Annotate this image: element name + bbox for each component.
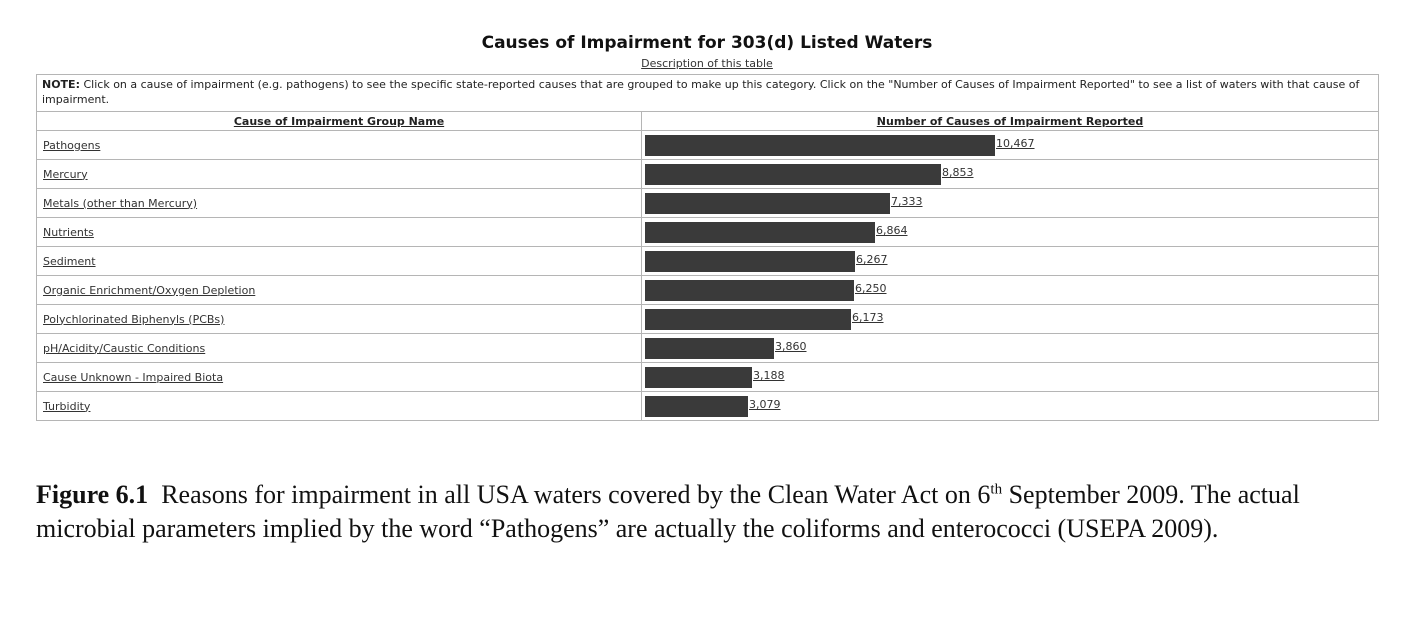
note-cell: NOTE: Click on a cause of impairment (e.… — [36, 74, 1379, 112]
table-row: pH/Acidity/Caustic Conditions 3,860 — [36, 333, 1379, 363]
count-bar-cell: 8,853 — [641, 159, 1379, 189]
table-row: Cause Unknown - Impaired Biota 3,188 — [36, 362, 1379, 392]
cause-name-cell: Cause Unknown - Impaired Biota — [36, 362, 642, 392]
cause-name-link[interactable]: Sediment — [43, 254, 96, 268]
count-bar — [645, 251, 855, 272]
count-value-link[interactable]: 3,188 — [753, 369, 785, 382]
count-value-link[interactable]: 10,467 — [996, 137, 1035, 150]
note-label: NOTE: — [42, 78, 80, 91]
impairment-table: NOTE: Click on a cause of impairment (e.… — [36, 74, 1379, 421]
column-header-count[interactable]: Number of Causes of Impairment Reported — [641, 111, 1379, 131]
table-row: Polychlorinated Biphenyls (PCBs) 6,173 — [36, 304, 1379, 334]
table-row: Organic Enrichment/Oxygen Depletion 6,250 — [36, 275, 1379, 305]
cause-name-cell: Turbidity — [36, 391, 642, 421]
count-bar — [645, 338, 774, 359]
cause-name-link[interactable]: Cause Unknown - Impaired Biota — [43, 370, 224, 384]
cause-name-cell: Pathogens — [36, 130, 642, 160]
count-value-link[interactable]: 3,860 — [775, 340, 807, 353]
cause-name-cell: Organic Enrichment/Oxygen Depletion — [36, 275, 642, 305]
count-value-link[interactable]: 7,333 — [891, 195, 923, 208]
caption-text-part1: Reasons for impairment in all USA waters… — [161, 480, 991, 509]
cause-name-link[interactable]: Polychlorinated Biphenyls (PCBs) — [43, 312, 225, 326]
count-bar-cell: 6,267 — [641, 246, 1379, 276]
count-bar — [645, 193, 890, 214]
table-row: Metals (other than Mercury) 7,333 — [36, 188, 1379, 218]
count-value-link[interactable]: 3,079 — [749, 398, 781, 411]
count-bar-cell: 3,188 — [641, 362, 1379, 392]
table-row: Mercury 8,853 — [36, 159, 1379, 189]
cause-name-link[interactable]: Mercury — [43, 167, 88, 181]
cause-name-link[interactable]: pH/Acidity/Caustic Conditions — [43, 341, 206, 355]
cause-name-link[interactable]: Nutrients — [43, 225, 94, 239]
cause-name-cell: Sediment — [36, 246, 642, 276]
count-value-link[interactable]: 6,267 — [856, 253, 888, 266]
cause-name-cell: Nutrients — [36, 217, 642, 247]
table-row: Pathogens 10,467 — [36, 130, 1379, 160]
cause-name-link[interactable]: Metals (other than Mercury) — [43, 196, 198, 210]
cause-name-cell: Polychlorinated Biphenyls (PCBs) — [36, 304, 642, 334]
count-bar-cell: 6,173 — [641, 304, 1379, 334]
table-row: Turbidity 3,079 — [36, 391, 1379, 421]
count-bar — [645, 367, 752, 388]
table-body: Pathogens 10,467 Mercury 8,853 Metals (other… — [36, 130, 1379, 421]
count-bar — [645, 309, 851, 330]
count-bar — [645, 396, 748, 417]
count-value-link[interactable]: 8,853 — [942, 166, 974, 179]
note-text: Click on a cause of impairment (e.g. pat… — [42, 78, 1360, 106]
cause-name-cell: Metals (other than Mercury) — [36, 188, 642, 218]
count-bar-cell: 3,079 — [641, 391, 1379, 421]
count-bar-cell: 6,864 — [641, 217, 1379, 247]
count-bar-cell: 7,333 — [641, 188, 1379, 218]
table-title: Causes of Impairment for 303(d) Listed W… — [481, 33, 933, 53]
cause-name-cell: pH/Acidity/Caustic Conditions — [36, 333, 642, 363]
impairment-table-panel: Causes of Impairment for 303(d) Listed W… — [36, 30, 1379, 421]
table-row: Nutrients 6,864 — [36, 217, 1379, 247]
cause-name-link[interactable]: Pathogens — [43, 138, 101, 152]
cause-name-cell: Mercury — [36, 159, 642, 189]
count-value-link[interactable]: 6,864 — [876, 224, 908, 237]
caption-superscript: th — [990, 481, 1003, 498]
cause-name-link[interactable]: Organic Enrichment/Oxygen Depletion — [43, 283, 256, 297]
count-bar — [645, 280, 854, 301]
caption-text-part2: September 2009. The actual microbial par… — [36, 480, 1300, 543]
column-header-cause-name[interactable]: Cause of Impairment Group Name — [36, 111, 642, 131]
table-row: Sediment 6,267 — [36, 246, 1379, 276]
count-bar — [645, 164, 941, 185]
count-bar-cell: 3,860 — [641, 333, 1379, 363]
cause-name-link[interactable]: Turbidity — [43, 399, 91, 413]
count-value-link[interactable]: 6,173 — [852, 311, 884, 324]
count-value-link[interactable]: 6,250 — [855, 282, 887, 295]
count-bar — [645, 222, 875, 243]
count-bar-cell: 6,250 — [641, 275, 1379, 305]
count-bar-cell: 10,467 — [641, 130, 1379, 160]
figure-label: Figure 6.1 — [36, 480, 149, 509]
count-bar — [645, 135, 995, 156]
description-link[interactable]: Description of this table — [641, 57, 773, 70]
figure-caption: Figure 6.1 Reasons for impairment in all… — [36, 478, 1386, 546]
